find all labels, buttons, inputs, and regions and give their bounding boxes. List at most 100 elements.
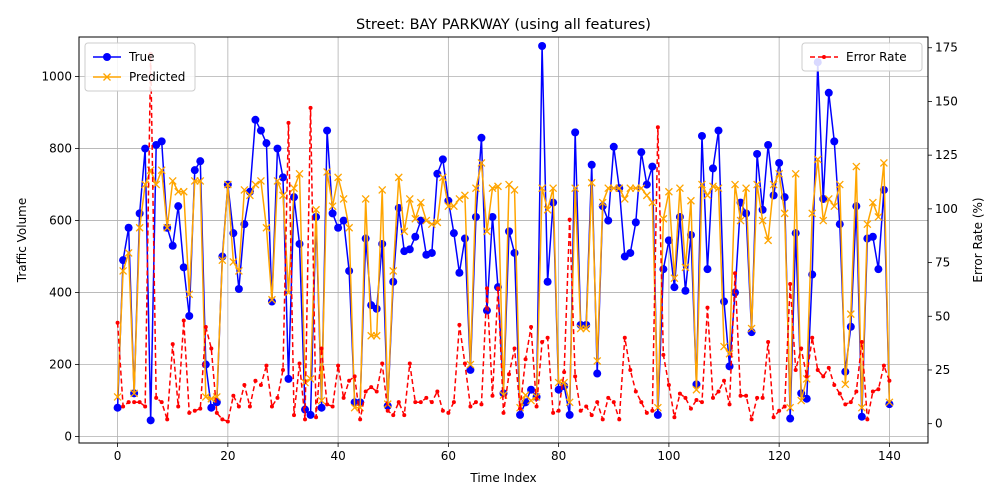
y2-tick-label: 50 [935, 309, 950, 323]
predicted-point [179, 187, 188, 196]
predicted-point [698, 180, 706, 189]
error-rate-point [264, 363, 269, 368]
predicted-point [433, 218, 442, 227]
predicted-point [372, 331, 381, 340]
error-rate-point [247, 404, 252, 409]
error-rate-point [848, 400, 853, 405]
error-rate-series [115, 52, 892, 424]
error-rate-point [666, 383, 671, 387]
error-rate-point [622, 335, 627, 340]
error-rate-point [859, 340, 864, 345]
y2-tick-label: 75 [935, 256, 950, 270]
error-rate-point [391, 413, 396, 418]
error-rate-point [192, 408, 197, 413]
error-rate-point [170, 342, 175, 347]
error-rate-point [771, 415, 776, 420]
legend-left: True Predicted [84, 42, 196, 92]
error-rate-point [143, 404, 148, 409]
true-point [416, 216, 425, 225]
error-rate-point [865, 417, 870, 422]
true-point [317, 403, 326, 412]
error-rate-point [258, 383, 263, 387]
error-rate-point [407, 361, 412, 366]
error-rate-point [551, 410, 556, 415]
true-point [190, 166, 199, 175]
true-point [361, 234, 370, 243]
true-point [775, 158, 784, 167]
true-point [174, 202, 183, 211]
predicted-point [670, 274, 679, 283]
error-rate-point [280, 367, 285, 372]
y-tick-label: 600 [49, 214, 72, 228]
error-rate-point [490, 393, 495, 398]
error-rate-point [633, 389, 638, 394]
predicted-point [488, 184, 497, 193]
predicted-point [130, 389, 139, 398]
predicted-point [477, 159, 486, 167]
predicted-point [769, 180, 778, 189]
x-tick-label: 40 [330, 449, 345, 463]
true-point [835, 220, 844, 229]
predicted-point [334, 173, 343, 182]
error-rate-point [495, 286, 500, 291]
true-point [488, 212, 497, 221]
error-rate-point [275, 395, 280, 400]
predicted-point [284, 288, 293, 297]
predicted-point [323, 168, 332, 176]
true-point [339, 216, 348, 225]
predicted-point [113, 392, 122, 401]
error-rate-point [606, 395, 611, 400]
error-rate-point [688, 406, 693, 411]
true-point [196, 157, 205, 166]
plot-frame [78, 36, 929, 444]
error-rate-point [804, 374, 809, 379]
error-rate-point [214, 410, 219, 415]
error-rate-point [655, 125, 660, 130]
predicted-point [389, 266, 398, 275]
error-rate-point [126, 400, 131, 405]
true-point [477, 133, 486, 142]
error-rate-point [744, 393, 749, 398]
error-rate-point [793, 367, 798, 372]
true-point [323, 126, 332, 135]
error-rate-point [677, 391, 682, 396]
predicted-point [460, 191, 469, 200]
y2-tick-label: 125 [935, 148, 958, 162]
predicted-point [791, 169, 800, 178]
error-rate-point [424, 395, 429, 400]
error-rate-point [402, 413, 407, 418]
true-point [427, 248, 436, 257]
error-rate-point [352, 374, 357, 379]
x-tick-label: 80 [551, 449, 566, 463]
error-rate-point [374, 389, 379, 394]
error-rate-point [154, 395, 159, 400]
predicted-point [571, 184, 580, 193]
y2-tick-label: 25 [935, 363, 950, 377]
predicted-point [775, 169, 784, 178]
error-rate-point [589, 413, 594, 418]
error-rate-point [578, 408, 583, 413]
legend-predicted-label: Predicted [129, 70, 185, 84]
predicted-point [885, 398, 894, 407]
error-rate-point [115, 320, 120, 325]
legend-true-marker [103, 53, 111, 61]
predicted-point [852, 162, 861, 171]
predicted-point [868, 198, 877, 207]
error-rate-point [545, 335, 550, 340]
true-point [433, 169, 442, 178]
predicted-point [201, 392, 210, 401]
predicted-point [598, 198, 607, 207]
predicted-point [874, 213, 883, 221]
y2-axis-title: Error Rate (%) [971, 197, 985, 282]
true-point [802, 394, 811, 403]
chart-title: Street: BAY PARKWAY (using all features) [356, 17, 651, 33]
predicted-point [648, 198, 657, 207]
predicted-point [494, 182, 502, 191]
true-point [185, 311, 194, 320]
predicted-point [879, 159, 888, 167]
predicted-point [808, 209, 817, 218]
error-rate-point [782, 404, 787, 409]
legend-error-rate-label: Error Rate [846, 50, 907, 64]
predicted-point [720, 342, 728, 351]
true-point [455, 268, 464, 277]
